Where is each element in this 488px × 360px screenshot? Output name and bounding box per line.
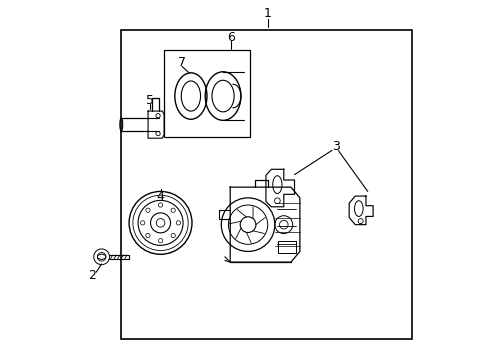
- Text: 7: 7: [178, 56, 185, 69]
- Text: 1: 1: [263, 8, 271, 21]
- Text: 2: 2: [88, 269, 96, 282]
- Bar: [164, 50, 249, 137]
- Polygon shape: [98, 254, 105, 260]
- Text: 5: 5: [145, 94, 154, 107]
- Text: 4: 4: [156, 190, 164, 203]
- Bar: [121, 30, 411, 339]
- Text: 3: 3: [331, 140, 339, 153]
- Text: 6: 6: [226, 31, 234, 44]
- Bar: [278, 241, 296, 253]
